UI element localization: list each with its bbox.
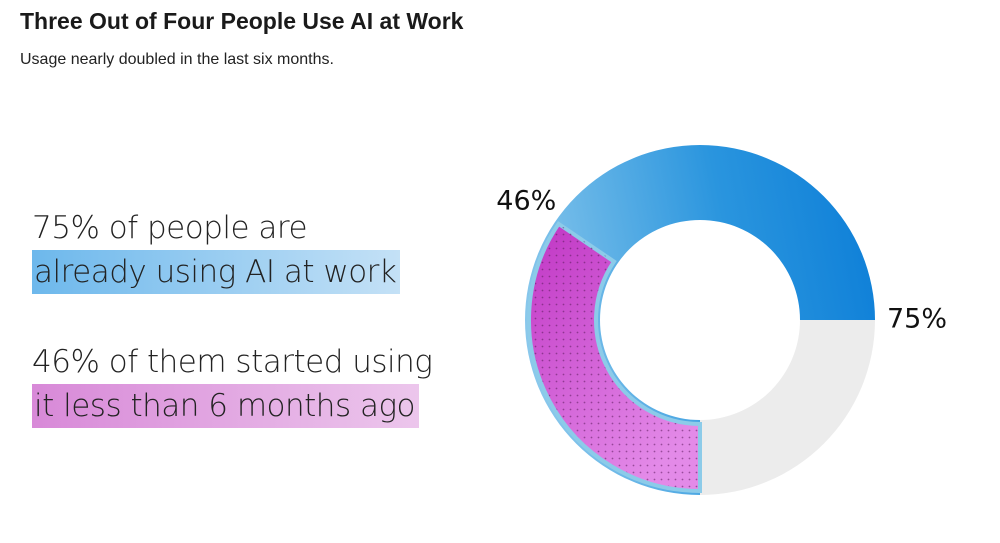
callout: 46% of them started using it less than 6… — [32, 340, 433, 428]
callout-highlight: already using AI at work — [32, 250, 401, 294]
donut-remainder — [700, 320, 875, 495]
dot-texture — [531, 225, 700, 489]
value-label: 75% — [887, 304, 947, 335]
value-label: 46% — [496, 185, 556, 216]
callout-line: 46% of them started using — [32, 344, 433, 380]
callout-highlight: it less than 6 months ago — [32, 384, 420, 428]
chart-title: Three Out of Four People Use AI at Work — [20, 8, 464, 34]
callout: 75% of people are already using AI at wo… — [32, 206, 401, 294]
callout-line: 75% of people are — [32, 210, 308, 246]
chart-subtitle: Usage nearly doubled in the last six mon… — [20, 51, 334, 68]
